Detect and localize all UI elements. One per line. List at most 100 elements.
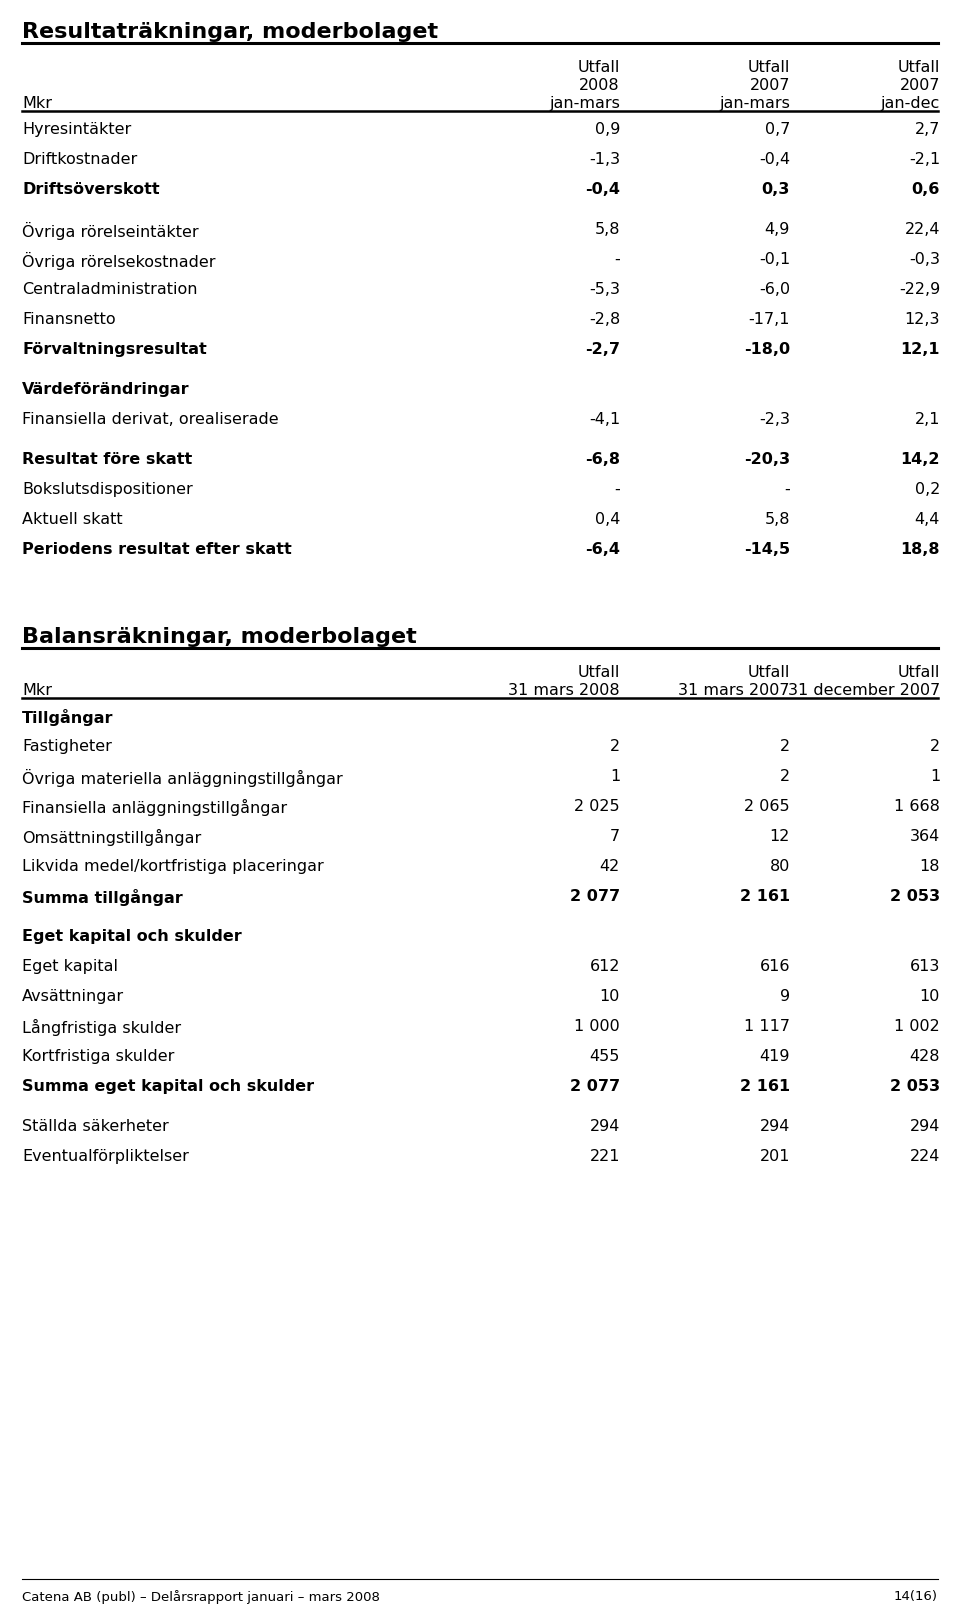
Text: Periodens resultat efter skatt: Periodens resultat efter skatt (22, 542, 292, 556)
Text: 5,8: 5,8 (594, 222, 620, 236)
Text: Driftsöverskott: Driftsöverskott (22, 182, 159, 198)
Text: 0,7: 0,7 (764, 122, 790, 137)
Text: Summa tillgångar: Summa tillgångar (22, 889, 182, 905)
Text: Övriga materiella anläggningstillgångar: Övriga materiella anläggningstillgångar (22, 768, 343, 786)
Text: 10: 10 (600, 988, 620, 1003)
Text: -5,3: -5,3 (589, 281, 620, 297)
Text: 2007: 2007 (750, 79, 790, 93)
Text: Fastigheter: Fastigheter (22, 739, 112, 754)
Text: 2 025: 2 025 (574, 799, 620, 813)
Text: 2: 2 (780, 768, 790, 784)
Text: 1 000: 1 000 (574, 1019, 620, 1033)
Text: 294: 294 (910, 1118, 940, 1133)
Text: 428: 428 (909, 1048, 940, 1064)
Text: 42: 42 (600, 858, 620, 874)
Text: Resultaträkningar, moderbolaget: Resultaträkningar, moderbolaget (22, 22, 438, 42)
Text: -1,3: -1,3 (588, 153, 620, 167)
Text: 2 161: 2 161 (740, 889, 790, 903)
Text: -20,3: -20,3 (744, 452, 790, 466)
Text: 1: 1 (610, 768, 620, 784)
Text: -2,7: -2,7 (585, 342, 620, 357)
Text: 294: 294 (589, 1118, 620, 1133)
Text: 14(16): 14(16) (894, 1589, 938, 1602)
Text: 12,1: 12,1 (900, 342, 940, 357)
Text: Mkr: Mkr (22, 683, 52, 697)
Text: 1 668: 1 668 (894, 799, 940, 813)
Text: 2,7: 2,7 (915, 122, 940, 137)
Text: 2 161: 2 161 (740, 1078, 790, 1093)
Text: Övriga rörelseintäkter: Övriga rörelseintäkter (22, 222, 199, 239)
Text: Tillgångar: Tillgångar (22, 709, 113, 725)
Text: 18,8: 18,8 (900, 542, 940, 556)
Text: 2 065: 2 065 (744, 799, 790, 813)
Text: 616: 616 (759, 958, 790, 974)
Text: 224: 224 (910, 1149, 940, 1163)
Text: Utfall: Utfall (578, 665, 620, 680)
Text: Eget kapital: Eget kapital (22, 958, 118, 974)
Text: 2 053: 2 053 (890, 889, 940, 903)
Text: Catena AB (publ) – Delårsrapport januari – mars 2008: Catena AB (publ) – Delårsrapport januari… (22, 1589, 380, 1602)
Text: 5,8: 5,8 (764, 511, 790, 527)
Text: -2,1: -2,1 (909, 153, 940, 167)
Text: Eventualförpliktelser: Eventualförpliktelser (22, 1149, 189, 1163)
Text: Utfall: Utfall (578, 59, 620, 76)
Text: -: - (784, 482, 790, 497)
Text: Driftkostnader: Driftkostnader (22, 153, 137, 167)
Text: Kortfristiga skulder: Kortfristiga skulder (22, 1048, 175, 1064)
Text: 12,3: 12,3 (904, 312, 940, 326)
Text: -0,3: -0,3 (909, 252, 940, 267)
Text: 455: 455 (589, 1048, 620, 1064)
Text: -0,4: -0,4 (585, 182, 620, 198)
Text: -17,1: -17,1 (749, 312, 790, 326)
Text: Hyresintäkter: Hyresintäkter (22, 122, 132, 137)
Text: -2,3: -2,3 (759, 411, 790, 427)
Text: 7: 7 (610, 829, 620, 844)
Text: 1 002: 1 002 (895, 1019, 940, 1033)
Text: -: - (614, 482, 620, 497)
Text: 1 117: 1 117 (744, 1019, 790, 1033)
Text: 0,6: 0,6 (912, 182, 940, 198)
Text: -6,4: -6,4 (585, 542, 620, 556)
Text: 419: 419 (759, 1048, 790, 1064)
Text: 2008: 2008 (580, 79, 620, 93)
Text: 2: 2 (930, 739, 940, 754)
Text: 0,3: 0,3 (761, 182, 790, 198)
Text: Avsättningar: Avsättningar (22, 988, 124, 1003)
Text: Långfristiga skulder: Långfristiga skulder (22, 1019, 181, 1035)
Text: -0,1: -0,1 (758, 252, 790, 267)
Text: 14,2: 14,2 (900, 452, 940, 466)
Text: 31 mars 2008: 31 mars 2008 (509, 683, 620, 697)
Text: 364: 364 (910, 829, 940, 844)
Text: -22,9: -22,9 (899, 281, 940, 297)
Text: Summa eget kapital och skulder: Summa eget kapital och skulder (22, 1078, 314, 1093)
Text: Utfall: Utfall (898, 59, 940, 76)
Text: Finansiella anläggningstillgångar: Finansiella anläggningstillgångar (22, 799, 287, 815)
Text: 613: 613 (910, 958, 940, 974)
Text: -4,1: -4,1 (588, 411, 620, 427)
Text: Omsättningstillgångar: Omsättningstillgångar (22, 829, 202, 845)
Text: Ställda säkerheter: Ställda säkerheter (22, 1118, 169, 1133)
Text: -14,5: -14,5 (744, 542, 790, 556)
Text: 2007: 2007 (900, 79, 940, 93)
Text: 4,9: 4,9 (764, 222, 790, 236)
Text: Mkr: Mkr (22, 96, 52, 111)
Text: Eget kapital och skulder: Eget kapital och skulder (22, 929, 242, 943)
Text: -6,0: -6,0 (758, 281, 790, 297)
Text: 2 053: 2 053 (890, 1078, 940, 1093)
Text: Utfall: Utfall (898, 665, 940, 680)
Text: 294: 294 (759, 1118, 790, 1133)
Text: 2: 2 (610, 739, 620, 754)
Text: 2 077: 2 077 (570, 1078, 620, 1093)
Text: Utfall: Utfall (748, 59, 790, 76)
Text: -6,8: -6,8 (585, 452, 620, 466)
Text: Övriga rörelsekostnader: Övriga rörelsekostnader (22, 252, 215, 270)
Text: 221: 221 (589, 1149, 620, 1163)
Text: 201: 201 (759, 1149, 790, 1163)
Text: 9: 9 (780, 988, 790, 1003)
Text: Likvida medel/kortfristiga placeringar: Likvida medel/kortfristiga placeringar (22, 858, 324, 874)
Text: 31 december 2007: 31 december 2007 (788, 683, 940, 697)
Text: -18,0: -18,0 (744, 342, 790, 357)
Text: Värdeförändringar: Värdeförändringar (22, 382, 190, 397)
Text: 18: 18 (920, 858, 940, 874)
Text: 12: 12 (770, 829, 790, 844)
